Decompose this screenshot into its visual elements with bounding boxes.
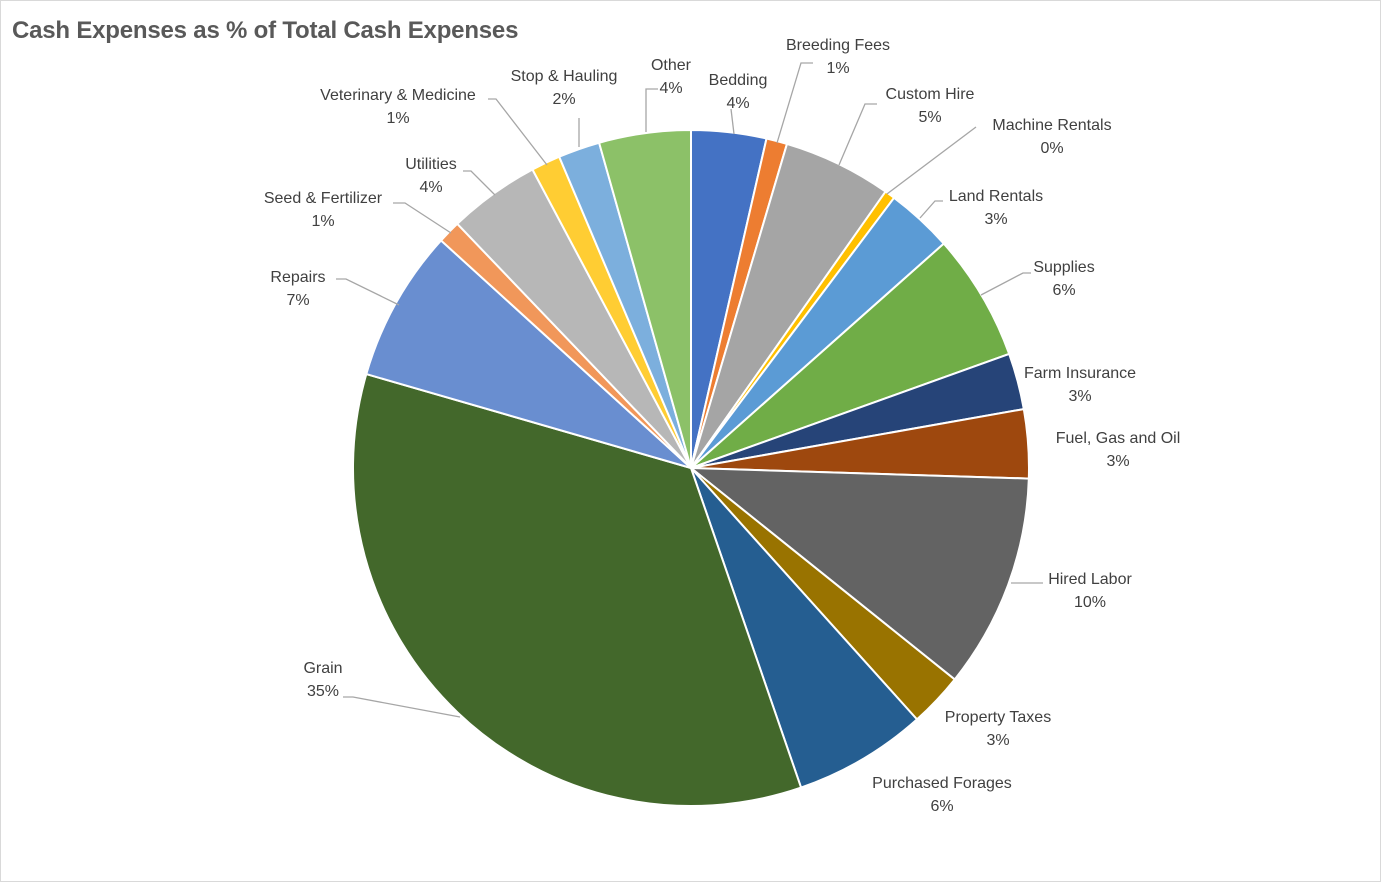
slice-name-label: Custom Hire	[886, 86, 975, 103]
leader-line-breeding-fees	[776, 62, 813, 144]
data-label-bedding: Bedding 4%	[709, 72, 768, 112]
leader-line-land-rentals	[919, 200, 943, 219]
leader-line-bedding	[730, 108, 735, 135]
slice-name-label: Utilities	[405, 156, 457, 173]
slice-name-label: Seed & Fertilizer	[264, 190, 383, 207]
slice-name-label: Fuel, Gas and Oil	[1056, 430, 1181, 447]
slice-percent-label: 7%	[286, 292, 309, 309]
data-label-other: Other 4%	[651, 57, 692, 97]
leader-line-other	[645, 88, 658, 132]
slice-name-label: Repairs	[270, 269, 325, 286]
data-label-utilities: Utilities 4%	[405, 156, 457, 196]
slice-name-label: Machine Rentals	[992, 117, 1111, 134]
slice-percent-label: 3%	[1068, 388, 1091, 405]
slice-percent-label: 5%	[918, 109, 941, 126]
slice-percent-label: 1%	[386, 110, 409, 127]
slice-name-label: Stop & Hauling	[511, 68, 618, 85]
slice-name-label: Land Rentals	[949, 188, 1043, 205]
data-label-hired-labor: Hired Labor 10%	[1048, 571, 1132, 611]
slice-name-label: Hired Labor	[1048, 571, 1132, 588]
pie-slice-hired-labor	[688, 466, 1030, 681]
pie-slices	[352, 128, 1030, 807]
data-label-fuel-gas-and-oil: Fuel, Gas and Oil 3%	[1056, 430, 1181, 470]
leader-line-repairs	[336, 278, 400, 306]
slice-name-label: Property Taxes	[945, 709, 1051, 726]
data-label-breeding-fees: Breeding Fees 1%	[786, 37, 890, 77]
data-label-custom-hire: Custom Hire 5%	[886, 86, 975, 126]
pie-slice-supplies	[690, 242, 1011, 469]
slice-name-label: Supplies	[1033, 259, 1094, 276]
pie-slice-grain	[352, 372, 803, 807]
slice-name-label: Grain	[303, 660, 342, 677]
slice-percent-label: 2%	[552, 91, 575, 108]
slice-name-label: Farm Insurance	[1024, 365, 1136, 382]
chart-title: Cash Expenses as % of Total Cash Expense…	[12, 17, 519, 44]
data-label-veterinary-and-medicine: Veterinary & Medicine 1%	[320, 87, 476, 127]
data-labels: Bedding 4% Breeding Fees 1% Custom Hire 5% Mac…	[264, 37, 1180, 815]
slice-percent-label: 0%	[1040, 140, 1063, 157]
leader-line-supplies	[980, 272, 1031, 296]
slice-name-label: Purchased Forages	[872, 775, 1012, 792]
data-label-stop-and-hauling: Stop & Hauling 2%	[511, 68, 618, 108]
slice-percent-label: 3%	[984, 211, 1007, 228]
data-label-grain: Grain 35%	[303, 660, 342, 700]
slice-percent-label: 35%	[307, 683, 339, 700]
leader-line-custom-hire	[838, 103, 877, 166]
slice-percent-label: 1%	[311, 213, 334, 230]
slice-percent-label: 3%	[986, 732, 1009, 749]
slice-name-label: Veterinary & Medicine	[320, 87, 476, 104]
leader-line-veterinary-and-medicine	[488, 98, 548, 166]
data-label-farm-insurance: Farm Insurance 3%	[1024, 365, 1136, 405]
slice-percent-label: 3%	[1106, 453, 1129, 470]
pie-slice-purchased-forages	[690, 467, 919, 789]
slice-percent-label: 10%	[1074, 594, 1106, 611]
data-label-supplies: Supplies 6%	[1033, 259, 1094, 299]
slice-name-label: Other	[651, 57, 692, 74]
data-label-land-rentals: Land Rentals 3%	[949, 188, 1043, 228]
leader-line-utilities	[463, 170, 496, 196]
pie-slice-other	[597, 128, 692, 469]
slice-name-label: Breeding Fees	[786, 37, 890, 54]
data-label-machine-rentals: Machine Rentals 0%	[992, 117, 1111, 157]
leader-line-seed-and-fertilizer	[393, 202, 452, 234]
slice-percent-label: 4%	[726, 95, 749, 112]
data-label-property-taxes: Property Taxes 3%	[945, 709, 1051, 749]
slice-percent-label: 6%	[930, 798, 953, 815]
leader-lines	[336, 62, 1043, 718]
slice-percent-label: 1%	[826, 60, 849, 77]
leader-line-machine-rentals	[886, 126, 977, 195]
data-label-purchased-forages: Purchased Forages 6%	[872, 775, 1012, 815]
slice-percent-label: 4%	[419, 179, 442, 196]
leader-line-grain	[343, 696, 461, 718]
slice-name-label: Bedding	[709, 72, 768, 89]
slice-percent-label: 6%	[1052, 282, 1075, 299]
data-label-seed-and-fertilizer: Seed & Fertilizer 1%	[264, 190, 383, 230]
slice-percent-label: 4%	[659, 80, 682, 97]
data-label-repairs: Repairs 7%	[270, 269, 325, 309]
